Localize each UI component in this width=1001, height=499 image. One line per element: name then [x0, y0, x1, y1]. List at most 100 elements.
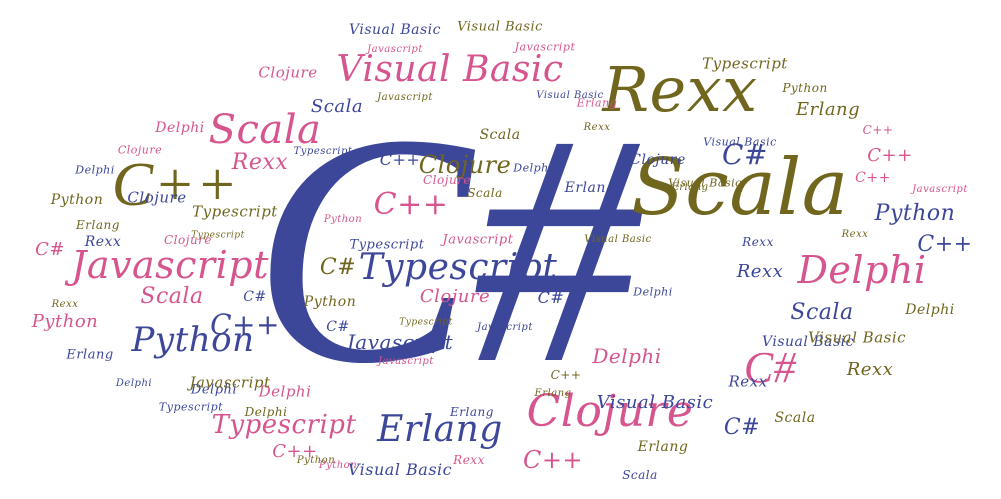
cloud-word: Python — [874, 201, 956, 226]
cloud-word: Clojure — [127, 188, 187, 207]
cloud-word: C++ — [379, 150, 421, 169]
cloud-word: Visual Basic — [584, 234, 652, 245]
cloud-word: Scala — [140, 284, 204, 309]
cloud-word: Clojure — [258, 63, 318, 82]
cloud-word: C# — [743, 343, 797, 392]
cloud-word: Visual Basic — [536, 90, 604, 101]
cloud-word: C++ — [550, 368, 582, 382]
cloud-word: Delphi — [633, 285, 673, 299]
cloud-word: Scala — [774, 410, 816, 426]
cloud-word: Scala — [622, 468, 658, 482]
cloud-word: Rexx — [841, 229, 869, 240]
cloud-word: C# — [537, 288, 565, 307]
cloud-word: Javascript — [377, 92, 433, 103]
cloud-word: C++ — [272, 441, 318, 462]
cloud-word-delphi-large: Delphi — [797, 248, 927, 292]
cloud-word: Rexx — [453, 453, 485, 467]
cloud-word: Visual Basic — [596, 392, 714, 413]
cloud-word: C# — [243, 289, 267, 305]
cloud-word: Javascript — [477, 322, 533, 333]
cloud-word-python-large: Python — [131, 320, 255, 360]
cloud-word: C++ — [867, 145, 913, 166]
cloud-word: Rexx — [736, 261, 784, 282]
cloud-word: Rexx — [84, 234, 122, 250]
cloud-word: C++ — [855, 170, 891, 186]
cloud-word: Typescript — [293, 146, 353, 157]
cloud-word: Clojure — [163, 233, 213, 247]
cloud-word: Typescript — [211, 410, 357, 440]
cloud-word: Python — [323, 214, 363, 225]
cloud-word: Visual Basic — [807, 328, 907, 347]
cloud-word-rexx-large: Rexx — [602, 53, 758, 126]
cloud-word: Python — [782, 81, 828, 95]
cloud-word: Clojure — [419, 286, 491, 307]
cloud-word: Erlang — [66, 347, 114, 363]
cloud-word-cpp-large: C++ — [111, 151, 239, 219]
cloud-word: Rexx — [728, 372, 768, 391]
cloud-word: Erlang — [795, 99, 861, 120]
cloud-word: Python — [296, 455, 336, 466]
cloud-word: Typescript — [192, 202, 278, 221]
cloud-word: C# — [723, 415, 761, 440]
cloud-word: Delphi — [244, 405, 288, 419]
cloud-word: C++ — [373, 187, 449, 222]
cloud-word: Clojure — [418, 151, 512, 179]
cloud-word: Erlang — [576, 96, 618, 110]
cloud-word: Visual Basic — [457, 19, 543, 35]
cloud-word: C++ — [862, 123, 894, 137]
cloud-word: Visual Basic — [347, 460, 453, 479]
cloud-word: Typescript — [158, 400, 224, 414]
cloud-word: C++ — [917, 232, 973, 257]
cloud-word: Delphi — [75, 163, 115, 177]
cloud-word: C++ — [522, 446, 584, 474]
cloud-word: Erlang — [564, 180, 616, 196]
cloud-word: Delphi — [155, 120, 205, 136]
cloud-word: Typescript — [349, 237, 425, 253]
cloud-word: Clojure — [422, 173, 472, 187]
cloud-word: Visual Basic — [703, 135, 777, 149]
cloud-word: C# — [319, 255, 357, 280]
cloud-word: C++ — [210, 308, 280, 341]
cloud-word: Erlang — [76, 218, 120, 232]
cloud-word: Clojure — [630, 152, 686, 168]
cloud-word: C# — [722, 138, 768, 171]
cloud-word: Delphi — [905, 302, 955, 318]
cloud-word: Erlang — [450, 405, 494, 419]
cloud-word: Javascript — [189, 373, 271, 392]
cloud-word: Erlang — [671, 182, 709, 193]
cloud-word: Rexx — [231, 150, 289, 175]
cloud-word: Delphi — [513, 161, 553, 175]
cloud-word: Delphi — [592, 344, 662, 368]
cloud-word: C# — [35, 239, 65, 260]
cloud-word: Visual Basic — [349, 22, 441, 38]
cloud-word: Scala — [790, 300, 854, 325]
cloud-word-erlang-large: Erlang — [377, 409, 503, 450]
cloud-word-visualbasic-large: Visual Basic — [336, 49, 564, 90]
cloud-word: Javascript — [346, 330, 454, 354]
cloud-word-javascript-large: Javascript — [71, 243, 269, 287]
cloud-word: Python — [31, 311, 99, 332]
cloud-word: Erlang — [534, 388, 572, 399]
cloud-word: Delphi — [115, 378, 153, 389]
cloud-word-csharp-giant: C# — [251, 67, 639, 432]
cloud-word: Python — [50, 192, 104, 208]
cloud-word: Erlang — [637, 439, 689, 455]
cloud-word: Rexx — [583, 122, 611, 133]
cloud-word: Scala — [479, 127, 521, 143]
cloud-word: Javascript — [912, 184, 968, 195]
cloud-word: Rexx — [742, 235, 774, 249]
cloud-word-typescript-large: Typescript — [358, 247, 558, 288]
cloud-word: Rexx — [51, 299, 79, 310]
cloud-word: Javascript — [442, 232, 514, 248]
cloud-word: Typescript — [702, 54, 788, 73]
cloud-word: Delphi — [190, 382, 238, 398]
cloud-word-clojure-large: Clojure — [526, 386, 694, 437]
cloud-word: Visual Basic — [668, 176, 742, 190]
cloud-word-scala-large: Scala — [631, 143, 849, 233]
cloud-word: Python — [318, 460, 358, 471]
cloud-word: Delphi — [258, 382, 312, 401]
cloud-word-scala-medium: Scala — [208, 107, 322, 153]
cloud-word: Scala — [310, 96, 364, 117]
cloud-word: Clojure — [117, 143, 163, 157]
